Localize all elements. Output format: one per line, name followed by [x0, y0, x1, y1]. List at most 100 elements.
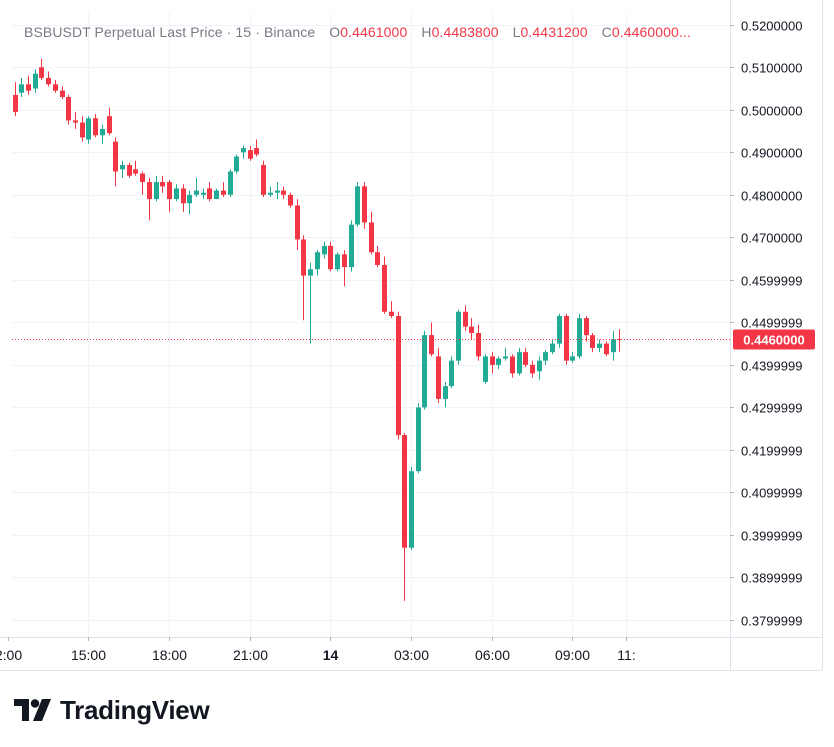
candle-up — [322, 245, 327, 255]
candle-down — [530, 364, 535, 374]
candle-down — [396, 315, 401, 436]
candle-down — [39, 67, 44, 78]
grid-lines — [0, 0, 823, 671]
candle-down — [46, 77, 51, 85]
candle-up — [422, 335, 427, 408]
candle-up — [355, 186, 360, 225]
x-tick-label: 06:00 — [475, 647, 510, 663]
legend-open-label: O — [329, 24, 341, 40]
candle-down — [604, 343, 609, 355]
chart-frame[interactable]: 0.5200000 0.5100000 0.5000000 0.4900000 0.48… — [0, 0, 834, 680]
candle-down — [147, 182, 152, 200]
candle-down — [93, 118, 98, 136]
candle-down — [476, 333, 481, 357]
candle-down — [463, 311, 468, 327]
candle-up — [315, 252, 320, 270]
candle-down — [207, 188, 212, 200]
candle-up — [611, 339, 616, 353]
candle-down — [281, 190, 286, 195]
candle-down — [382, 264, 387, 312]
legend-symbol: BSBUSDT Perpetual Last Price — [24, 24, 223, 40]
candle-up — [234, 156, 239, 172]
candle-down — [389, 311, 394, 316]
x-tick-label: 03:00 — [394, 647, 429, 663]
candle-down — [140, 173, 145, 183]
candle-up — [483, 356, 488, 382]
candle-down — [328, 245, 333, 270]
candle-up — [308, 269, 313, 276]
price-axis[interactable]: 0.5200000 0.5100000 0.5000000 0.4900000 0.48… — [730, 19, 815, 629]
candle-up — [335, 254, 340, 270]
candle-up — [496, 358, 501, 365]
tradingview-logo[interactable]: TradingView — [14, 694, 210, 726]
y-tick-label: 0.3799999 — [741, 614, 802, 629]
y-tick-label: 0.5200000 — [741, 19, 802, 34]
legend-close-label: C — [601, 24, 612, 40]
candle-up — [577, 318, 582, 357]
candle-up — [570, 356, 575, 361]
candle-down — [342, 254, 347, 268]
candle-down — [301, 239, 306, 276]
candle-up — [228, 171, 233, 195]
candle-down — [429, 335, 434, 355]
candle-up — [201, 192, 206, 195]
candle-down — [584, 318, 589, 336]
x-tick-label: 18:00 — [152, 647, 187, 663]
y-tick-label: 0.4399999 — [741, 359, 802, 374]
y-tick-label: 0.4299999 — [741, 401, 802, 416]
candle-up — [349, 224, 354, 268]
candle-up — [275, 190, 280, 193]
candle-down — [490, 356, 495, 365]
candle-down — [248, 150, 253, 159]
x-tick-label: 21:00 — [233, 647, 268, 663]
candle-up — [503, 356, 508, 359]
y-tick-label: 0.4800000 — [741, 189, 802, 204]
candle-up — [214, 190, 219, 200]
legend-high-value: 0.4483800 — [431, 24, 499, 40]
candle-down — [221, 190, 226, 195]
candle-up — [19, 84, 24, 93]
candle-up — [597, 343, 602, 348]
candle-up — [241, 148, 246, 153]
candle-down — [60, 90, 65, 98]
y-tick-label: 0.4900000 — [741, 146, 802, 161]
candle-up — [517, 352, 522, 374]
candle-up — [537, 360, 542, 372]
candle-down — [564, 315, 569, 361]
x-tick-label: 11: — [617, 647, 635, 663]
y-tick-label: 0.5100000 — [741, 61, 802, 76]
tradingview-logo-icon — [14, 699, 51, 721]
candle-up — [550, 343, 555, 353]
candle-down — [66, 97, 71, 121]
candle-down — [113, 141, 118, 172]
candlestick-chart[interactable]: 0.5200000 0.5100000 0.5000000 0.4900000 0.48… — [0, 0, 834, 680]
time-axis[interactable]: 2:00 15:00 18:00 21:00 14 03:00 06:00 09:00 11: — [0, 637, 636, 663]
y-tick-label: 0.4599999 — [741, 274, 802, 289]
candle-down — [53, 84, 58, 91]
candle-down — [469, 326, 474, 334]
y-tick-label: 0.4099999 — [741, 486, 802, 501]
candle-up — [100, 128, 105, 136]
legend-close-value: 0.4460000... — [611, 24, 691, 40]
candle-down — [254, 148, 259, 155]
legend-exchange: Binance — [263, 24, 316, 40]
candle-up — [120, 165, 125, 170]
candle-down — [133, 169, 138, 174]
last-price-tag-label: 0.4460000 — [743, 333, 804, 348]
candle-up — [557, 315, 562, 344]
candle-down — [402, 435, 407, 548]
y-tick-label: 0.3899999 — [741, 571, 802, 586]
legend-interval: 15 — [235, 24, 252, 40]
y-tick-label: 0.3999999 — [741, 529, 802, 544]
candle-up — [449, 360, 454, 387]
x-tick-label: 14 — [323, 647, 339, 663]
candle-up — [86, 118, 91, 140]
candle-down — [523, 352, 528, 365]
legend-open-value: 0.4461000 — [340, 24, 408, 40]
candle-down — [510, 356, 515, 374]
x-tick-label: 09:00 — [555, 647, 590, 663]
candle-up — [443, 386, 448, 399]
x-tick-label: 2:00 — [0, 647, 22, 663]
candle-down — [436, 356, 441, 399]
candle-down — [617, 338, 622, 340]
